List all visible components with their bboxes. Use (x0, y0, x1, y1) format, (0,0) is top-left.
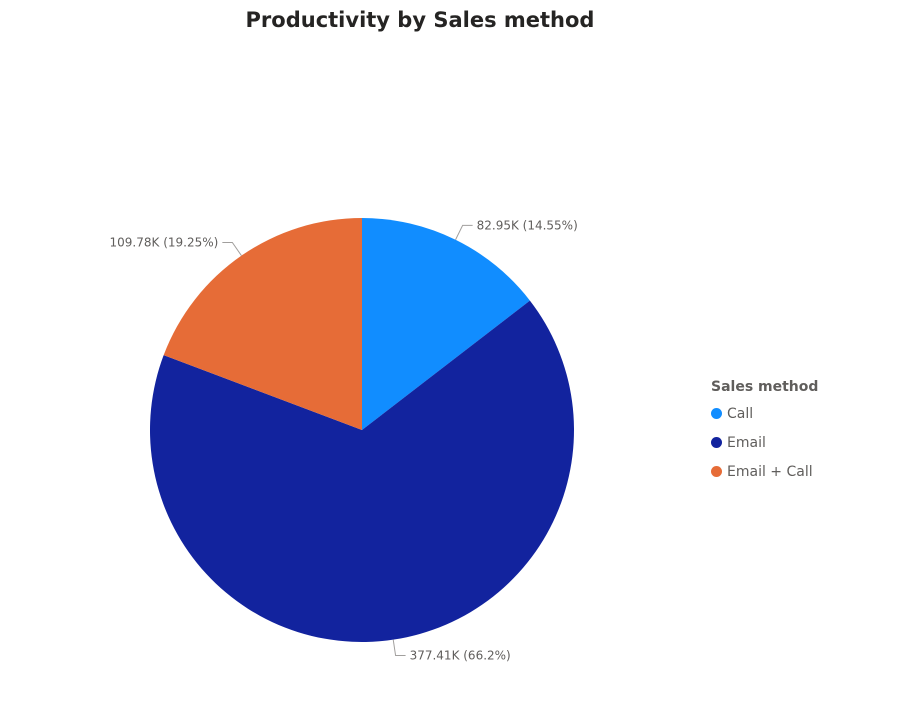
leader-line-email (392, 639, 406, 657)
leader-line-email-call (222, 241, 242, 256)
pie-slice-email[interactable] (149, 300, 574, 642)
data-label-email: 377.41K (66.2%) (410, 649, 511, 663)
leader-line-call (455, 224, 473, 240)
legend-swatch-email-call (711, 466, 722, 477)
pie-slice-call[interactable] (362, 218, 530, 430)
legend-swatch-email (711, 437, 722, 448)
legend-item-email[interactable]: Email (711, 428, 818, 457)
legend-label-call: Call (727, 405, 754, 422)
data-label-email-call: 109.78K (19.25%) (110, 235, 219, 249)
legend-label-email-call: Email + Call (727, 463, 813, 480)
legend-item-call[interactable]: Call (711, 399, 818, 428)
chart-title: Productivity by Sales method (245, 8, 595, 32)
legend: Sales method Call Email Email + Call (711, 379, 818, 486)
legend-swatch-call (711, 408, 722, 419)
legend-item-email-call[interactable]: Email + Call (711, 457, 818, 486)
pie-slice-email-call[interactable] (163, 218, 362, 430)
legend-label-email: Email (727, 434, 766, 451)
data-label-call: 82.95K (14.55%) (477, 218, 578, 232)
legend-title: Sales method (711, 379, 819, 395)
